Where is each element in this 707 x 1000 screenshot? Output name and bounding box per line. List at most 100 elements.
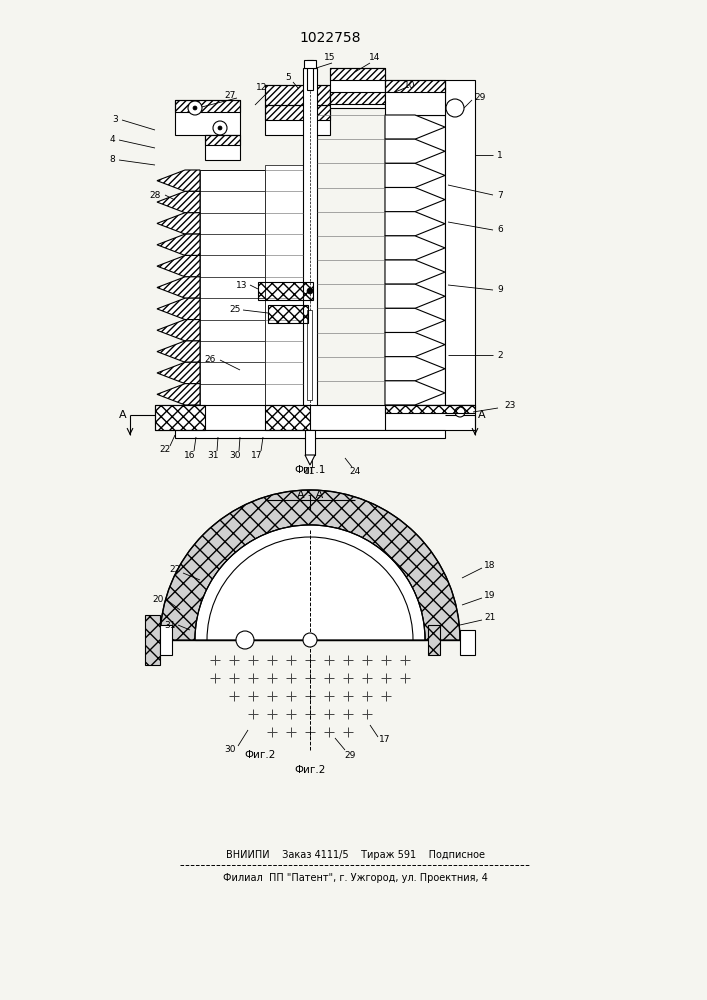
Bar <box>330 92 385 104</box>
Bar <box>307 60 313 90</box>
Text: 15: 15 <box>325 53 336 62</box>
Circle shape <box>188 101 202 115</box>
Bar <box>330 68 385 108</box>
Bar <box>385 405 475 413</box>
Circle shape <box>446 99 464 117</box>
Polygon shape <box>385 308 445 332</box>
Bar <box>305 430 315 455</box>
Polygon shape <box>157 213 200 234</box>
Text: 23: 23 <box>504 400 515 410</box>
Bar <box>175 100 240 112</box>
Bar <box>303 68 317 438</box>
Polygon shape <box>385 332 445 357</box>
Bar <box>304 60 316 68</box>
Text: 12: 12 <box>257 84 268 93</box>
Text: 28: 28 <box>149 190 160 200</box>
Text: 2: 2 <box>497 351 503 360</box>
Text: Филиал  ПП "Патент", г. Ужгород, ул. Проектния, 4: Филиал ПП "Патент", г. Ужгород, ул. Прое… <box>223 873 487 883</box>
Bar <box>265 405 310 430</box>
Bar <box>385 115 445 405</box>
Text: 31: 31 <box>164 620 176 630</box>
Circle shape <box>455 407 465 417</box>
Circle shape <box>218 126 222 130</box>
Text: 22: 22 <box>170 566 180 574</box>
Bar <box>268 305 308 323</box>
Text: 7: 7 <box>497 190 503 200</box>
Polygon shape <box>305 455 315 465</box>
Bar <box>460 630 475 655</box>
Text: Фиг.2: Фиг.2 <box>245 750 276 760</box>
Text: 24: 24 <box>349 468 361 477</box>
Text: 13: 13 <box>236 280 247 290</box>
Text: А: А <box>478 410 486 420</box>
Polygon shape <box>157 170 200 191</box>
Circle shape <box>193 106 197 110</box>
Polygon shape <box>385 357 445 381</box>
Text: 11: 11 <box>304 468 316 477</box>
Polygon shape <box>385 188 445 212</box>
Bar <box>385 405 475 430</box>
Bar <box>428 625 440 655</box>
Bar <box>307 310 312 400</box>
Circle shape <box>236 631 254 649</box>
Text: 17: 17 <box>251 450 263 460</box>
Text: 18: 18 <box>484 560 496 570</box>
Text: 9: 9 <box>497 286 503 294</box>
Text: 4: 4 <box>109 135 115 144</box>
Polygon shape <box>385 212 445 236</box>
Text: 1022758: 1022758 <box>299 31 361 45</box>
Polygon shape <box>385 139 445 163</box>
Text: 31: 31 <box>207 450 218 460</box>
Circle shape <box>213 121 227 135</box>
Bar <box>175 100 240 135</box>
Bar <box>160 625 172 655</box>
Polygon shape <box>157 298 200 320</box>
Text: А - А: А - А <box>297 490 323 500</box>
Circle shape <box>307 288 313 294</box>
Bar <box>155 405 205 430</box>
Text: 30: 30 <box>229 450 241 460</box>
Bar <box>385 80 445 92</box>
Bar <box>265 85 330 105</box>
Bar <box>258 282 313 300</box>
Polygon shape <box>157 320 200 341</box>
Bar <box>445 80 475 405</box>
Polygon shape <box>385 163 445 188</box>
Text: 29: 29 <box>474 94 486 103</box>
Polygon shape <box>195 525 425 640</box>
Text: 1: 1 <box>497 150 503 159</box>
Polygon shape <box>385 284 445 308</box>
Polygon shape <box>157 255 200 277</box>
Text: 20: 20 <box>152 595 164 604</box>
Bar <box>265 165 305 405</box>
Text: 30: 30 <box>224 746 235 754</box>
Text: 8: 8 <box>109 155 115 164</box>
Polygon shape <box>157 362 200 384</box>
Polygon shape <box>385 260 445 284</box>
Polygon shape <box>385 381 445 405</box>
Polygon shape <box>157 234 200 255</box>
Bar <box>385 80 445 115</box>
Text: 5: 5 <box>285 74 291 83</box>
Bar <box>330 68 385 80</box>
Bar <box>448 405 473 420</box>
Polygon shape <box>385 115 445 139</box>
Bar <box>155 405 445 430</box>
Text: 3: 3 <box>112 115 118 124</box>
Polygon shape <box>157 341 200 362</box>
Text: 6: 6 <box>497 226 503 234</box>
Polygon shape <box>385 236 445 260</box>
Text: 26: 26 <box>204 356 216 364</box>
Bar <box>265 85 330 135</box>
Text: 25: 25 <box>229 306 240 314</box>
Text: 22: 22 <box>159 446 170 454</box>
Polygon shape <box>160 490 460 640</box>
Text: Фиг.1: Фиг.1 <box>294 465 326 475</box>
Bar <box>265 105 330 120</box>
Circle shape <box>303 633 317 647</box>
Bar <box>205 135 240 160</box>
Polygon shape <box>157 191 200 213</box>
Text: 27: 27 <box>224 91 235 100</box>
Text: 21: 21 <box>484 613 496 622</box>
Bar <box>205 135 240 145</box>
